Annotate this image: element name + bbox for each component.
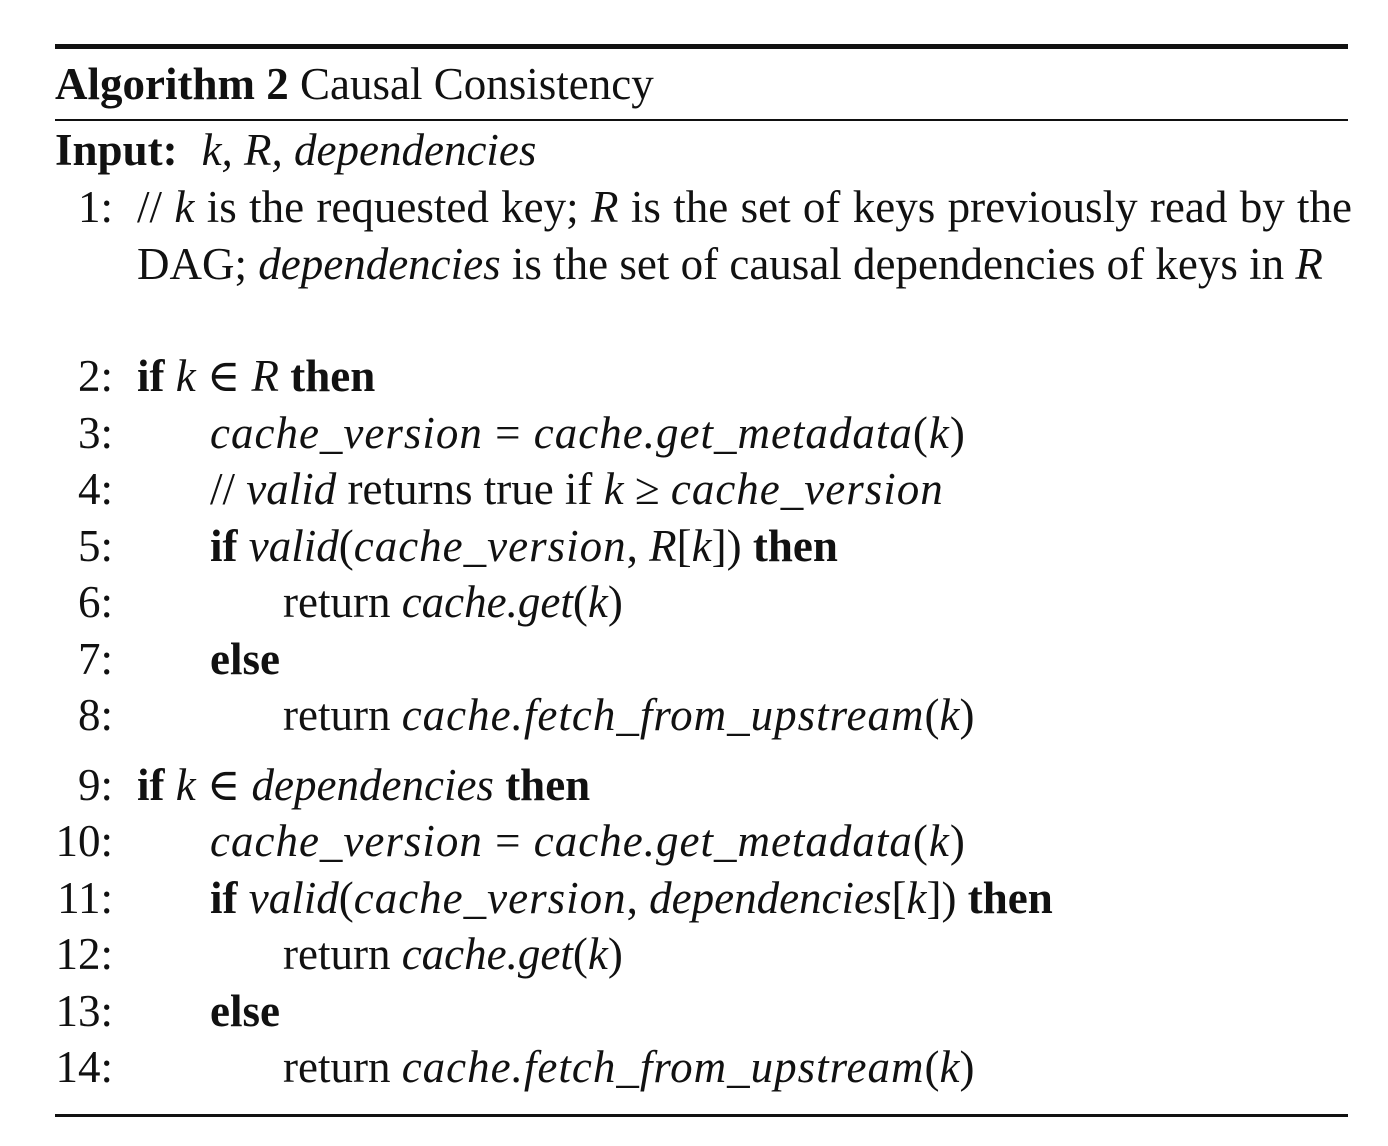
algorithm-line-14: 14: return cache.fetch_from_upstream(k) bbox=[55, 1039, 1348, 1096]
line-number: 12: bbox=[55, 929, 113, 979]
line-number: 7: bbox=[77, 633, 113, 684]
line-body: if valid(cache_version, R[k]) then bbox=[210, 520, 838, 571]
line-number: 14: bbox=[55, 1042, 113, 1092]
line-number: 13: bbox=[55, 985, 113, 1036]
algorithm-title: Causal Consistency bbox=[299, 59, 654, 109]
line-body: return cache.get(k) bbox=[283, 577, 623, 627]
line-body: if k ∈ R then bbox=[137, 351, 376, 401]
line-body: if valid(cache_version, dependencies[k])… bbox=[210, 872, 1053, 923]
algorithm-line-11: 11: if valid(cache_version, dependencies… bbox=[55, 870, 1348, 927]
line-number: 9: bbox=[77, 759, 113, 810]
input-line: Input: k, R, dependencies bbox=[55, 121, 1348, 179]
algorithm-block: Algorithm 2 Causal Consistency Input: k, … bbox=[55, 44, 1352, 1096]
bottom-rule bbox=[55, 1114, 1348, 1117]
line-number: 5: bbox=[77, 520, 113, 571]
algorithm-line-13: 13: else bbox=[55, 983, 1348, 1040]
line-body: return cache.fetch_from_upstream(k) bbox=[283, 690, 975, 740]
line-body: else bbox=[210, 633, 280, 684]
line-number: 4: bbox=[77, 464, 113, 514]
algorithm-line-5: 5: if valid(cache_version, R[k]) then bbox=[55, 518, 1348, 575]
line-number: 1: bbox=[77, 182, 113, 232]
line-number: 6: bbox=[77, 577, 113, 627]
line-body: // valid returns true if k ≥ cache_versi… bbox=[210, 464, 944, 514]
caption-rule bbox=[55, 119, 1348, 121]
line-body: if k ∈ dependencies then bbox=[137, 759, 591, 810]
algorithm-line-9: 9: if k ∈ dependencies then bbox=[55, 757, 1348, 814]
algorithm-line-10: 10: cache_version = cache.get_metadata(k… bbox=[55, 813, 1348, 870]
input-args: k, R, dependencies bbox=[201, 125, 537, 175]
input-label: Input: bbox=[55, 125, 178, 175]
line-number: 10: bbox=[55, 816, 113, 866]
line-number: 2: bbox=[77, 351, 113, 401]
algorithm-line-6: 6: return cache.get(k) bbox=[55, 574, 1348, 631]
algorithm-line-12: 12: return cache.get(k) bbox=[55, 926, 1348, 983]
algorithm-line-3: 3: cache_version = cache.get_metadata(k) bbox=[55, 405, 1348, 462]
algorithm-label: Algorithm 2 bbox=[55, 59, 289, 109]
line-number: 11: bbox=[57, 872, 113, 923]
algorithm-line-4: 4: // valid returns true if k ≥ cache_ve… bbox=[55, 461, 1348, 518]
line-body: return cache.fetch_from_upstream(k) bbox=[283, 1042, 975, 1092]
line-number: 3: bbox=[77, 407, 113, 458]
line-body: cache_version = cache.get_metadata(k) bbox=[210, 816, 966, 866]
line-body: cache_version = cache.get_metadata(k) bbox=[210, 407, 966, 458]
algorithm-line-2: 2: if k ∈ R then bbox=[55, 348, 1348, 405]
top-rule bbox=[55, 44, 1348, 49]
line-number: 8: bbox=[77, 690, 113, 740]
algorithm-line-7: 7: else bbox=[55, 631, 1348, 688]
line-body: else bbox=[210, 985, 280, 1036]
line-body: return cache.get(k) bbox=[283, 929, 623, 979]
line-body: // k is the requested key; R is the set … bbox=[137, 182, 1353, 289]
algorithm-caption: Algorithm 2 Causal Consistency bbox=[55, 49, 1348, 119]
algorithm-line-8: 8: return cache.fetch_from_upstream(k) bbox=[55, 687, 1348, 744]
algorithm-line-1: 1: // k is the requested key; R is the s… bbox=[55, 179, 1352, 348]
